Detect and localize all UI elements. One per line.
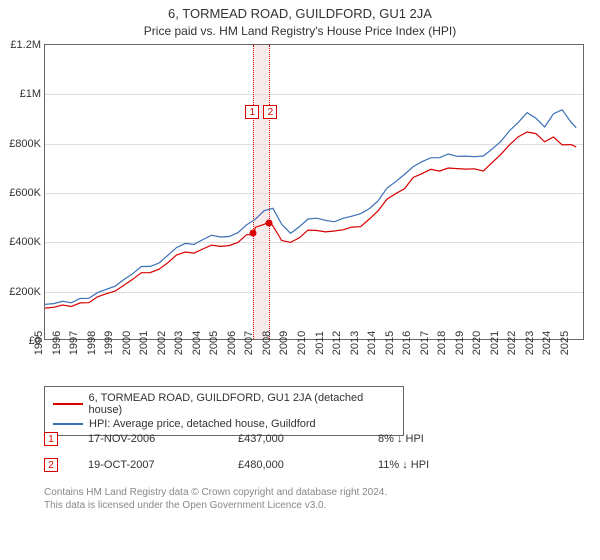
- legend-label: HPI: Average price, detached house, Guil…: [89, 418, 316, 430]
- x-axis-label: 2013: [348, 331, 360, 355]
- x-axis-label: 2007: [243, 331, 255, 355]
- legend-swatch: [53, 403, 83, 405]
- transaction-tag: 2: [44, 458, 58, 472]
- x-axis-label: 2019: [454, 331, 466, 355]
- legend-item: HPI: Average price, detached house, Guil…: [53, 417, 395, 431]
- x-axis-label: 1998: [85, 331, 97, 355]
- transaction-date: 19-OCT-2007: [88, 459, 208, 471]
- x-axis-label: 2011: [314, 331, 326, 355]
- x-axis-label: 1996: [50, 331, 62, 355]
- legend-swatch: [53, 423, 83, 425]
- footer-line-1: Contains HM Land Registry data © Crown c…: [44, 486, 387, 499]
- transaction-hpi-diff: 11% ↓ HPI: [378, 459, 429, 471]
- transaction-tag: 1: [44, 432, 58, 446]
- x-axis-label: 2020: [471, 331, 483, 355]
- y-axis-label: £200K: [9, 286, 41, 298]
- x-axis-label: 2018: [436, 331, 448, 355]
- x-axis-label: 2000: [120, 331, 132, 355]
- x-axis-label: 2016: [401, 331, 413, 355]
- x-axis-label: 1999: [103, 331, 115, 355]
- x-axis-label: 2009: [278, 331, 290, 355]
- transaction-row: 1 17-NOV-2006 £437,000 8% ↓ HPI: [44, 432, 424, 446]
- x-axis-label: 2015: [383, 331, 395, 355]
- y-axis-label: £1M: [20, 88, 41, 100]
- legend-item: 6, TORMEAD ROAD, GUILDFORD, GU1 2JA (det…: [53, 391, 395, 417]
- y-axis-label: £1.2M: [10, 39, 41, 51]
- x-axis-label: 2003: [173, 331, 185, 355]
- x-axis-label: 2010: [296, 331, 308, 355]
- x-axis-label: 2012: [331, 331, 343, 355]
- x-axis-label: 2023: [524, 331, 536, 355]
- transaction-price: £437,000: [238, 433, 348, 445]
- transaction-hpi-diff: 8% ↓ HPI: [378, 433, 424, 445]
- transaction-price: £480,000: [238, 459, 348, 471]
- x-axis-label: 2006: [226, 331, 238, 355]
- x-axis-label: 2008: [261, 331, 273, 355]
- legend: 6, TORMEAD ROAD, GUILDFORD, GU1 2JA (det…: [44, 386, 404, 436]
- x-axis-label: 2022: [506, 331, 518, 355]
- attribution-footer: Contains HM Land Registry data © Crown c…: [44, 486, 387, 512]
- title-main: 6, TORMEAD ROAD, GUILDFORD, GU1 2JA: [0, 0, 600, 21]
- footer-line-2: This data is licensed under the Open Gov…: [44, 499, 387, 512]
- title-sub: Price paid vs. HM Land Registry's House …: [0, 21, 600, 38]
- x-axis-label: 2014: [366, 331, 378, 355]
- x-axis-label: 2017: [418, 331, 430, 355]
- transaction-date: 17-NOV-2006: [88, 433, 208, 445]
- legend-label: 6, TORMEAD ROAD, GUILDFORD, GU1 2JA (det…: [89, 392, 395, 416]
- transaction-row: 2 19-OCT-2007 £480,000 11% ↓ HPI: [44, 458, 429, 472]
- y-axis-label: £400K: [9, 236, 41, 248]
- series-property: [45, 132, 576, 308]
- x-axis-label: 2002: [155, 331, 167, 355]
- x-axis-label: 1997: [68, 331, 80, 355]
- x-axis-label: 2025: [559, 331, 571, 355]
- y-axis-label: £600K: [9, 187, 41, 199]
- x-axis-label: 2024: [541, 331, 553, 355]
- x-axis-label: 2004: [191, 331, 203, 355]
- x-axis-label: 2001: [138, 331, 150, 355]
- x-axis-label: 2005: [208, 331, 220, 355]
- series-svg: [45, 45, 583, 339]
- series-hpi: [45, 110, 576, 305]
- x-axis-label: 2021: [489, 331, 501, 355]
- chart-plot-area: 12 £0£200K£400K£600K£800K£1M£1.2M1995199…: [44, 44, 584, 340]
- x-axis-label: 1995: [33, 331, 45, 355]
- y-axis-label: £800K: [9, 138, 41, 150]
